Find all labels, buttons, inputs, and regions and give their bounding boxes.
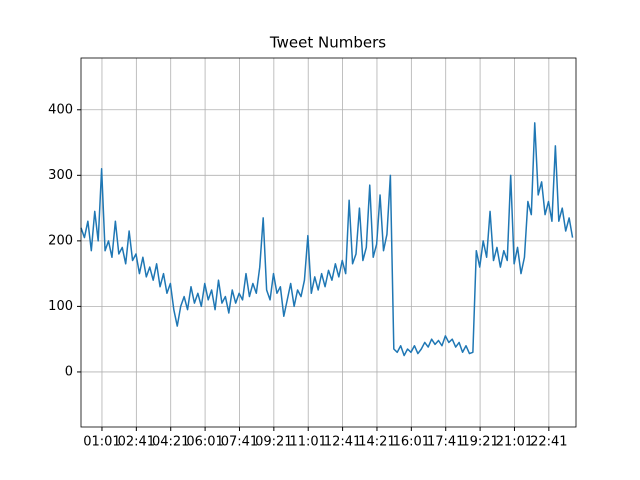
y-tick-label: 400 <box>48 102 73 117</box>
x-tick-label: 12:41 <box>324 435 361 450</box>
x-tick-label: 07:41 <box>221 435 258 450</box>
x-tick-label: 22:41 <box>530 435 567 450</box>
x-tick-label: 04:21 <box>152 435 189 450</box>
x-tick-label: 06:01 <box>186 435 223 450</box>
x-tick-label: 11:01 <box>289 435 326 450</box>
x-tick-label: 01:01 <box>83 435 120 450</box>
line-series <box>80 122 574 357</box>
x-tick-label: 16:01 <box>393 435 430 450</box>
x-tick-label: 14:21 <box>358 435 395 450</box>
x-tick-label: 19:21 <box>461 435 498 450</box>
y-tick-label: 100 <box>48 299 73 314</box>
x-tick-label: 09:21 <box>255 435 292 450</box>
y-tick-label: 300 <box>48 168 73 183</box>
x-tick-label: 02:41 <box>118 435 155 450</box>
chart-title: Tweet Numbers <box>269 34 386 52</box>
x-tick-label: 17:41 <box>427 435 464 450</box>
plot-frame <box>80 57 577 428</box>
x-tick-label: 21:01 <box>496 435 533 450</box>
y-tick-label: 0 <box>65 364 73 379</box>
y-tick-label: 200 <box>48 233 73 248</box>
